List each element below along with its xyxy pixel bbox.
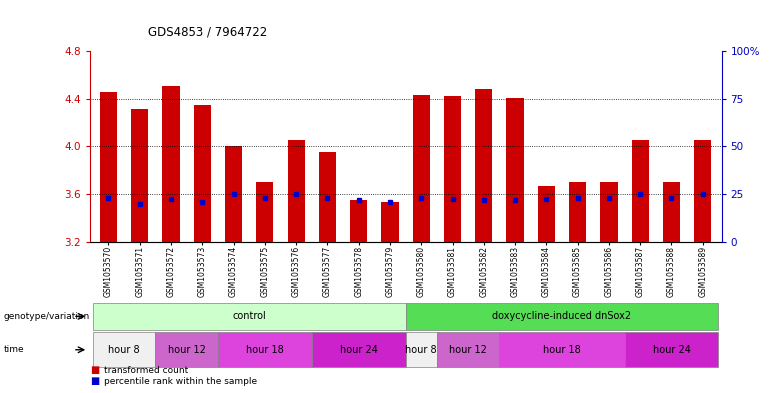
Bar bbox=[663, 182, 680, 242]
Bar bbox=[569, 182, 587, 242]
Text: hour 12: hour 12 bbox=[449, 345, 487, 355]
Text: hour 12: hour 12 bbox=[168, 345, 206, 355]
Bar bbox=[632, 140, 649, 242]
Bar bbox=[131, 110, 148, 242]
Bar bbox=[475, 89, 492, 242]
Bar bbox=[257, 182, 274, 242]
Text: hour 18: hour 18 bbox=[246, 345, 284, 355]
Text: time: time bbox=[4, 345, 24, 354]
Text: transformed count: transformed count bbox=[104, 366, 188, 375]
Bar bbox=[193, 105, 211, 242]
Text: ■: ■ bbox=[90, 376, 99, 386]
Bar bbox=[288, 140, 305, 242]
Bar bbox=[413, 95, 430, 242]
Text: hour 24: hour 24 bbox=[340, 345, 378, 355]
Bar bbox=[319, 152, 336, 242]
Bar bbox=[381, 202, 399, 242]
Text: doxycycline-induced dnSox2: doxycycline-induced dnSox2 bbox=[492, 311, 632, 321]
Bar bbox=[601, 182, 618, 242]
Text: percentile rank within the sample: percentile rank within the sample bbox=[104, 377, 257, 386]
Bar bbox=[537, 186, 555, 242]
Text: hour 24: hour 24 bbox=[653, 345, 690, 355]
Bar bbox=[225, 146, 242, 242]
Bar bbox=[444, 96, 461, 242]
Bar bbox=[506, 97, 523, 242]
Text: GDS4853 / 7964722: GDS4853 / 7964722 bbox=[148, 26, 268, 39]
Text: ■: ■ bbox=[90, 365, 99, 375]
Text: control: control bbox=[232, 311, 266, 321]
Bar bbox=[694, 140, 711, 242]
Bar bbox=[162, 86, 179, 242]
Bar bbox=[100, 92, 117, 242]
Text: hour 8: hour 8 bbox=[406, 345, 437, 355]
Text: genotype/variation: genotype/variation bbox=[4, 312, 90, 321]
Text: hour 18: hour 18 bbox=[543, 345, 581, 355]
Bar bbox=[350, 200, 367, 242]
Text: hour 8: hour 8 bbox=[108, 345, 140, 355]
